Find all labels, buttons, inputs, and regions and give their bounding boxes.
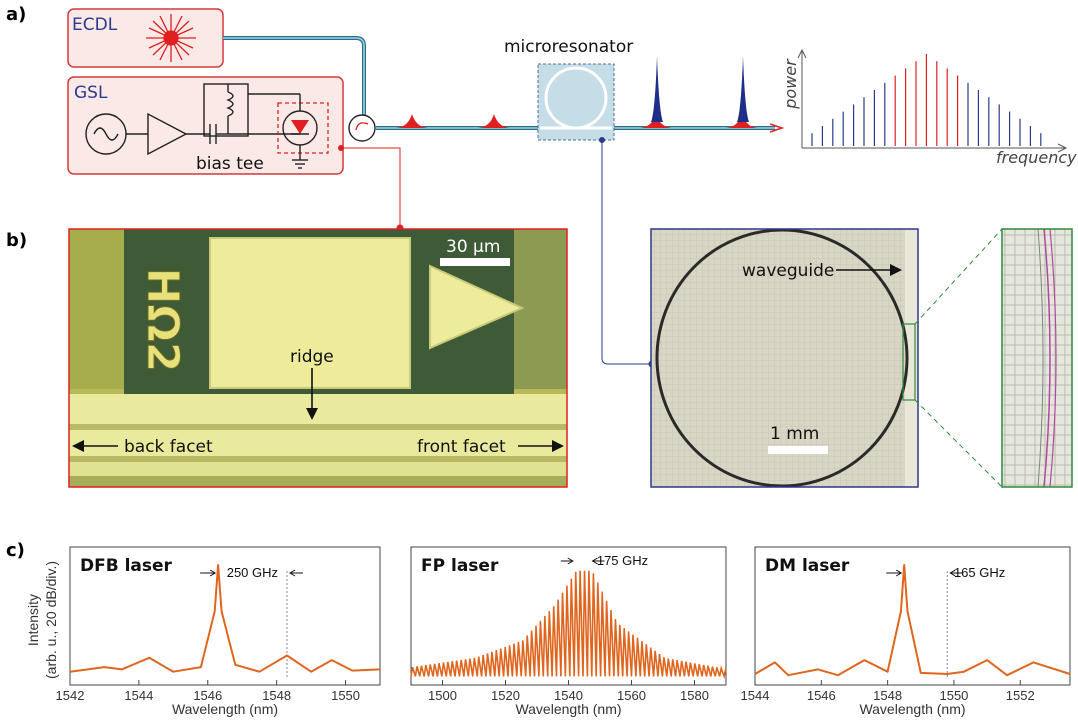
plot-frame — [69, 546, 381, 686]
ac-source-icon — [85, 113, 148, 155]
y-axis-label-line2: (arb. u., 20 dB/div.) — [43, 561, 59, 679]
ridge-label: ridge — [290, 347, 334, 367]
x-tick-label: 1580 — [680, 688, 709, 703]
dfb-spectrum-chart: 1542 1544 1546 1548 1550 Wavelength (nm) DFB l… — [56, 546, 381, 717]
chip-mark: HΩ2 — [137, 268, 188, 373]
spacing-annotation: 165 GHz — [954, 565, 1005, 580]
panel-b-label: b) — [6, 230, 27, 251]
spacing-arrow-icon — [200, 569, 217, 577]
bias-tee-icon — [203, 83, 300, 144]
dm-spectrum-chart: 1544 1546 1548 1550 1552 Wavelength (nm) DM la… — [741, 546, 1071, 717]
x-tick-label: 1500 — [428, 688, 457, 703]
ecdl-label: ECDL — [72, 15, 118, 35]
bias-tee-label: bias tee — [196, 154, 264, 174]
waveguide-arrow-icon — [890, 264, 902, 276]
microresonator-label: microresonator — [504, 37, 633, 57]
x-tick-label: 1544 — [741, 688, 770, 703]
x-tick-label: 1550 — [939, 688, 968, 703]
power-axis-label: power — [781, 58, 800, 110]
zoom-inset — [914, 228, 1073, 488]
scale-bar-1mm — [768, 446, 828, 454]
scale-bar-30um — [440, 258, 510, 266]
spacing-annotation: 175 GHz — [597, 553, 648, 568]
plot-frame — [754, 546, 1071, 686]
chart-title: DFB laser — [80, 556, 173, 576]
x-tick-label: 1548 — [262, 688, 291, 703]
laser-starburst-icon — [146, 14, 196, 62]
spacing-arrow-icon — [560, 557, 574, 565]
spacing-arrow-icon — [949, 569, 964, 577]
front-facet-label: front facet — [417, 437, 506, 457]
x-tick-label: 1548 — [873, 688, 902, 703]
laser-micrograph: HΩ2 30 µm ridge back facet front facet — [68, 228, 568, 488]
frequency-axis-label: frequency — [996, 148, 1077, 167]
microresonator-chip — [537, 63, 615, 141]
x-axis-label: Wavelength (nm) — [515, 701, 621, 717]
spectrum-line — [69, 564, 381, 673]
soliton-pulses — [651, 56, 749, 122]
waveguide-label: waveguide — [742, 261, 834, 281]
x-tick-label: 1550 — [331, 688, 360, 703]
circulator-icon — [348, 114, 376, 142]
amplifier-icon — [147, 112, 210, 156]
x-tick-label: 1520 — [491, 688, 520, 703]
x-tick-label: 1542 — [56, 688, 85, 703]
spacing-arrow-icon — [289, 569, 303, 577]
x-tick-label: 1560 — [617, 688, 646, 703]
x-axis-label: Wavelength (nm) — [172, 701, 278, 717]
resonator-micrograph: waveguide 1 mm — [650, 228, 919, 488]
comb-spectrum: power frequency — [781, 48, 1077, 167]
ridge-arrow-icon — [306, 408, 318, 420]
x-tick-label: 1544 — [124, 688, 153, 703]
back-facet-label: back facet — [124, 437, 213, 457]
spectrum-line — [754, 564, 1071, 677]
x-tick-label: 1540 — [554, 688, 583, 703]
scale-label-1mm: 1 mm — [770, 424, 819, 444]
gsl-box: GSL bias tee — [67, 76, 344, 175]
fp-spectrum-chart: 1500 1520 1540 1560 1580 Wavelength (nm) FP la… — [410, 546, 727, 717]
front-facet-arrow-icon — [552, 440, 564, 452]
ecdl-box: ECDL — [67, 8, 224, 68]
scale-label-30um: 30 µm — [446, 237, 500, 257]
back-facet-arrow-icon — [72, 440, 84, 452]
x-tick-label: 1552 — [1006, 688, 1035, 703]
connector-lines — [341, 137, 656, 368]
chart-title: DM laser — [765, 556, 850, 576]
x-tick-label: 1546 — [193, 688, 222, 703]
spacing-annotation: 250 GHz — [227, 565, 278, 580]
x-axis-label: Wavelength (nm) — [859, 701, 965, 717]
spectrum-line — [410, 570, 727, 680]
spacing-arrow-icon — [591, 557, 605, 565]
panel-a-label: a) — [6, 4, 26, 25]
spacing-arrow-icon — [886, 569, 903, 577]
x-tick-label: 1546 — [807, 688, 836, 703]
chart-title: FP laser — [421, 556, 499, 576]
gsl-label: GSL — [74, 83, 108, 103]
panel-c-label: c) — [6, 540, 25, 561]
y-axis-label-line1: Intensity — [25, 594, 41, 646]
